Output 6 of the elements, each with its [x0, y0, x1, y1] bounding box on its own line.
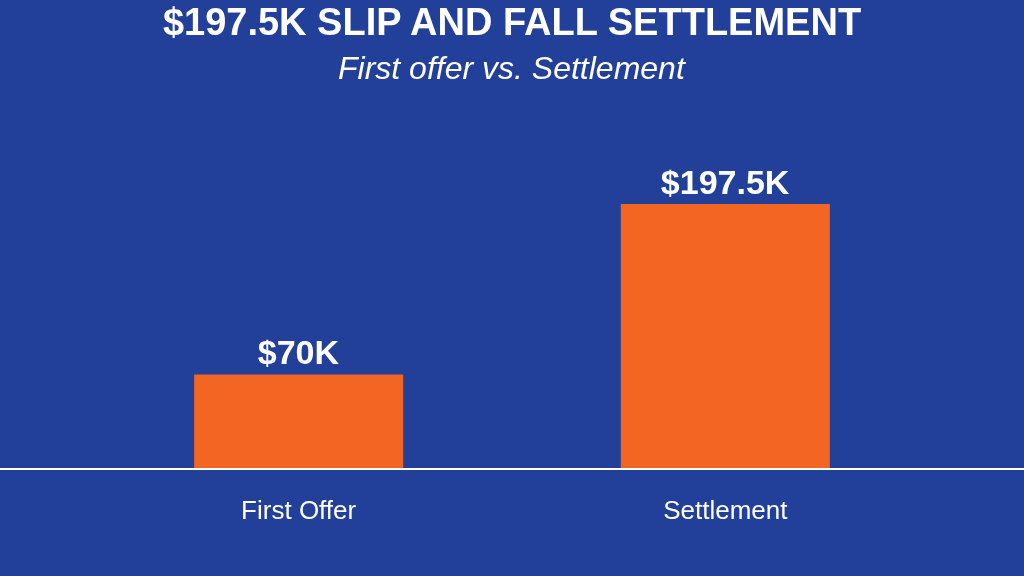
data-label: $197.5K [660, 162, 790, 201]
chart-title: $197.5K SLIP AND FALL SETTLEMENT [162, 1, 862, 44]
chart-subtitle: First offer vs. Settlement [338, 50, 686, 86]
x-tick-label: Settlement [663, 495, 789, 526]
data-label: $70K [257, 333, 340, 372]
x-tick-label: First Offer [241, 495, 357, 526]
